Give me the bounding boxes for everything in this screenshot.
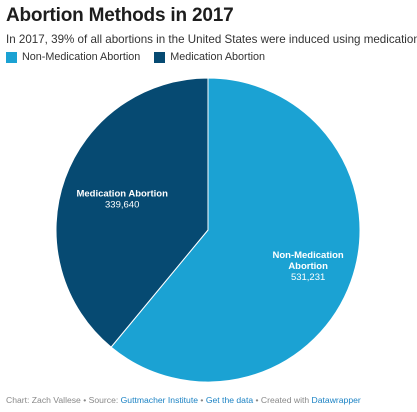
datawrapper-link[interactable]: Datawrapper <box>311 395 361 405</box>
slice-value-text: 339,640 <box>105 200 139 211</box>
footer-separator: • <box>198 395 206 405</box>
chart-footer: Chart: Zach Vallese • Source: Guttmacher… <box>6 395 361 405</box>
slice-name-text: Medication Abortion <box>76 189 168 200</box>
legend-item-non-medication: Non-Medication Abortion <box>6 51 140 63</box>
slice-name-text: Non-Medication <box>272 250 343 261</box>
pie-slice-non-medication <box>110 77 361 383</box>
get-data-link[interactable]: Get the data <box>205 395 254 405</box>
chart-subtitle: In 2017, 39% of all abortions in the Uni… <box>6 33 417 46</box>
legend-label-medication: Medication Abortion <box>170 51 266 63</box>
pie-slice-medication <box>55 77 209 348</box>
slice-label-medication: Medication Abortion 339,640 <box>76 189 168 211</box>
legend-swatch-non-medication <box>6 51 17 63</box>
source-link[interactable]: Guttmacher Institute <box>120 395 199 405</box>
slice-value-text: 531,231 <box>291 272 325 283</box>
pie-chart: Non-Medication Abortion 531,231 Medication … <box>55 77 361 383</box>
footer-credit: Chart: Zach Vallese • Source: <box>6 395 121 405</box>
legend-swatch-medication <box>154 51 166 63</box>
slice-label-non-medication: Non-Medication Abortion 531,231 <box>272 250 343 283</box>
legend-item-medication: Medication Abortion <box>154 51 265 63</box>
footer-created-with: • Created with <box>253 395 312 405</box>
legend: Non-Medication Abortion Medication Abort… <box>6 51 279 63</box>
chart-title: Abortion Methods in 2017 <box>6 5 234 26</box>
legend-label-non-medication: Non-Medication Abortion <box>22 51 141 63</box>
slice-name-text: Abortion <box>288 261 328 272</box>
